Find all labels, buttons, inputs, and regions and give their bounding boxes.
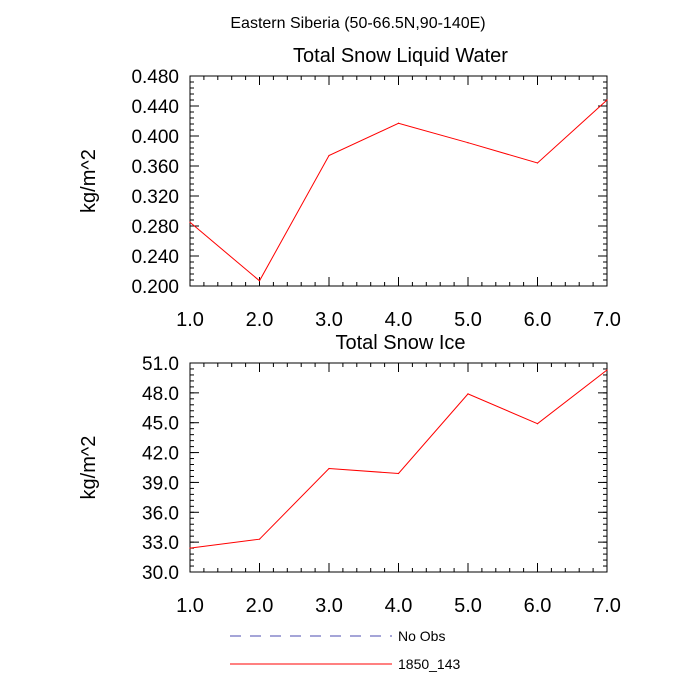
- x-tick-label: 2.0: [246, 309, 274, 331]
- y-tick-label: 30.0: [142, 563, 179, 584]
- x-tick-label: 6.0: [524, 595, 552, 617]
- x-tick-label: 1.0: [176, 595, 204, 617]
- y-tick-label: 42.0: [142, 444, 179, 465]
- y-tick-label: 48.0: [142, 384, 179, 405]
- data-point: [397, 472, 400, 475]
- series-line: [189, 369, 608, 549]
- figure-title: Eastern Siberia (50-66.5N,90-140E): [230, 15, 485, 32]
- plot-frame: [189, 75, 608, 287]
- data-point: [189, 221, 191, 223]
- panel-1: 1.0 2.0 3.0 4.0 5.0 6.0 7.0 0.200 0.240 0.280 0.32…: [78, 45, 621, 331]
- x-tick-label: 5.0: [454, 595, 482, 617]
- data-point: [606, 369, 608, 371]
- y-tick-label: 0.320: [131, 187, 179, 208]
- y-axis-label: kg/m^2: [78, 149, 100, 213]
- data-point: [328, 154, 330, 157]
- data-point: [467, 142, 469, 144]
- y-tick-label: 33.0: [142, 533, 179, 554]
- series-line: [189, 99, 608, 282]
- x-tick-label: 4.0: [385, 595, 413, 617]
- x-tick-label: 6.0: [524, 309, 552, 331]
- panel-2: 1.0 2.0 3.0 4.0 5.0 6.0 7.0 30.0 33.0 36.0 39.0 42.…: [78, 332, 621, 617]
- data-point: [189, 547, 191, 549]
- data-point: [467, 393, 469, 395]
- y-tick-label: 0.200: [131, 277, 179, 298]
- x-tick-label: 4.0: [385, 309, 413, 331]
- data-point: [328, 467, 330, 470]
- y-tick-label: 0.480: [131, 67, 179, 88]
- y-axis-label: kg/m^2: [78, 436, 100, 500]
- x-tick-label: 3.0: [315, 595, 343, 617]
- data-point: [536, 162, 539, 164]
- y-tick-label: 0.440: [131, 97, 179, 118]
- data-point: [397, 122, 400, 124]
- y-tick-label: 0.280: [131, 217, 179, 238]
- plot-frame: [189, 362, 608, 573]
- x-tick-label: 2.0: [246, 595, 274, 617]
- data-point: [606, 99, 608, 101]
- legend: No Obs 1850_143: [230, 628, 461, 672]
- x-tick-label: 3.0: [315, 309, 343, 331]
- x-tick-label: 7.0: [593, 309, 621, 331]
- data-point: [536, 423, 539, 425]
- x-tick-label: 5.0: [454, 309, 482, 331]
- panel-title: Total Snow Ice: [335, 332, 465, 354]
- x-tick-label: 1.0: [176, 309, 204, 331]
- y-tick-label: 0.240: [131, 247, 179, 268]
- y-tick-label: 0.360: [131, 157, 179, 178]
- legend-label: No Obs: [398, 628, 445, 644]
- y-tick-label: 36.0: [142, 503, 179, 524]
- panel-title: Total Snow Liquid Water: [293, 45, 508, 67]
- y-tick-label: 0.400: [131, 127, 179, 148]
- data-point: [258, 538, 261, 540]
- y-tick-label: 45.0: [142, 414, 179, 435]
- data-point: [258, 280, 261, 282]
- y-tick-label: 39.0: [142, 473, 179, 494]
- x-tick-label: 7.0: [593, 595, 621, 617]
- y-tick-label: 51.0: [142, 354, 179, 375]
- legend-label: 1850_143: [398, 656, 461, 672]
